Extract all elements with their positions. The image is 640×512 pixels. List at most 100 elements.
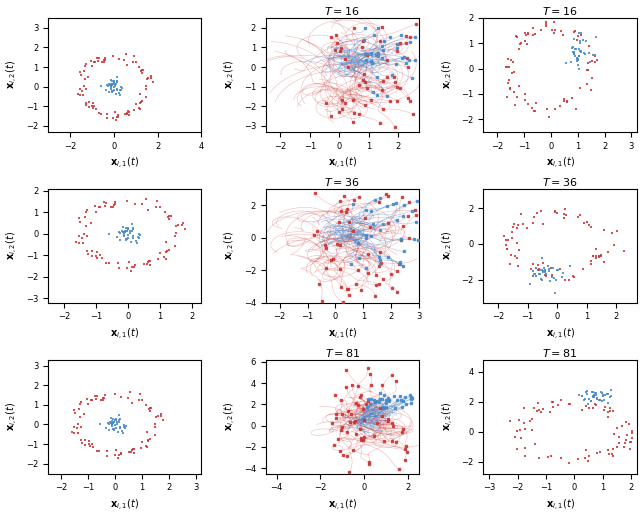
Point [170, 229, 180, 237]
Point [95, 251, 105, 259]
Point [75, 91, 85, 99]
Point [559, 209, 570, 218]
Point [177, 219, 188, 227]
Point [120, 424, 130, 432]
X-axis label: $\mathbf{x}_{i,1}(t)$: $\mathbf{x}_{i,1}(t)$ [328, 498, 357, 512]
Point [586, 222, 596, 230]
Point [143, 257, 154, 265]
Point [165, 211, 175, 220]
Point [568, 49, 578, 57]
Point [608, 444, 618, 453]
Point [574, 391, 584, 399]
Point [527, 271, 538, 280]
Point [134, 63, 144, 71]
Point [520, 37, 531, 46]
Point [499, 232, 509, 240]
Point [135, 231, 145, 239]
Point [521, 31, 531, 39]
Point [104, 229, 115, 238]
Point [512, 426, 522, 435]
Point [582, 390, 592, 398]
Point [532, 407, 543, 415]
Point [511, 32, 522, 40]
Point [120, 110, 130, 118]
Point [534, 454, 545, 462]
Point [588, 388, 598, 396]
Point [104, 425, 114, 434]
Point [122, 60, 132, 69]
Point [79, 229, 89, 238]
Point [561, 210, 571, 219]
Point [81, 436, 91, 444]
Point [510, 252, 520, 260]
Point [91, 395, 101, 403]
Point [608, 452, 618, 460]
Title: $T=81$: $T=81$ [324, 347, 360, 359]
Point [527, 104, 538, 112]
Point [121, 236, 131, 244]
Point [582, 79, 592, 88]
Point [549, 26, 559, 34]
Point [95, 203, 105, 211]
Point [74, 405, 84, 413]
Point [97, 58, 107, 66]
Point [112, 420, 122, 428]
Point [529, 107, 539, 115]
Point [627, 434, 637, 442]
Point [588, 393, 598, 401]
Point [74, 214, 84, 222]
Point [143, 206, 153, 214]
Point [108, 425, 118, 434]
Point [569, 35, 579, 43]
Point [538, 268, 548, 276]
Point [110, 198, 120, 206]
Point [118, 429, 128, 437]
Point [112, 418, 122, 426]
Point [164, 215, 174, 223]
Point [570, 27, 580, 35]
Point [596, 388, 607, 396]
Point [588, 252, 598, 260]
Point [589, 393, 599, 401]
Point [617, 422, 627, 431]
Point [92, 253, 102, 262]
Point [591, 394, 602, 402]
Point [530, 107, 540, 115]
Point [520, 90, 530, 98]
Point [512, 254, 522, 262]
Point [129, 263, 140, 271]
Point [534, 269, 544, 278]
Point [618, 443, 628, 451]
Title: $T=81$: $T=81$ [542, 347, 578, 359]
Point [108, 418, 118, 426]
Point [113, 260, 123, 268]
Point [554, 102, 564, 110]
Point [576, 47, 586, 55]
Point [122, 227, 132, 235]
Point [588, 392, 598, 400]
Point [106, 76, 116, 84]
Point [527, 267, 538, 275]
Point [527, 31, 538, 39]
Point [516, 434, 526, 442]
Point [150, 431, 160, 439]
Point [546, 452, 556, 460]
Point [82, 247, 92, 255]
Point [580, 50, 590, 58]
Point [106, 203, 116, 211]
Point [541, 270, 552, 279]
Point [84, 437, 95, 445]
Point [123, 225, 133, 233]
Point [569, 28, 579, 36]
Point [83, 400, 93, 409]
Point [573, 65, 584, 73]
Point [606, 392, 616, 400]
Point [160, 208, 170, 217]
Point [513, 239, 523, 247]
Point [87, 102, 97, 111]
Point [72, 429, 83, 437]
Point [549, 274, 559, 282]
Point [533, 266, 543, 274]
Point [535, 266, 545, 274]
Point [503, 79, 513, 88]
